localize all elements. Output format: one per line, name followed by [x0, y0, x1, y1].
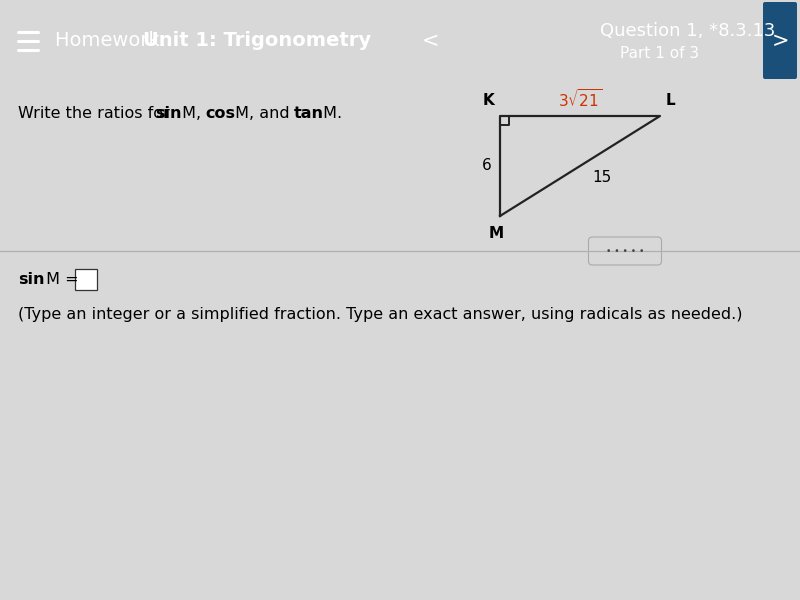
Text: M, and: M, and: [230, 106, 294, 121]
Text: K: K: [482, 93, 494, 108]
Text: M =: M =: [41, 271, 84, 286]
FancyBboxPatch shape: [763, 2, 797, 79]
Text: L: L: [666, 93, 676, 108]
Text: 6: 6: [482, 158, 492, 173]
Text: sin: sin: [155, 106, 182, 121]
Text: tan: tan: [294, 106, 324, 121]
FancyBboxPatch shape: [589, 237, 662, 265]
Text: Question 1, *8.3.13: Question 1, *8.3.13: [600, 22, 775, 40]
Text: cos: cos: [205, 106, 235, 121]
Text: M,: M,: [177, 106, 206, 121]
Text: M: M: [489, 226, 503, 241]
Text: Homework:: Homework:: [55, 31, 173, 50]
Text: >: >: [771, 31, 789, 50]
Text: (Type an integer or a simplified fraction. Type an exact answer, using radicals : (Type an integer or a simplified fractio…: [18, 307, 742, 322]
Text: 15: 15: [592, 170, 611, 185]
Text: Write the ratios for: Write the ratios for: [18, 106, 175, 121]
Text: $3\sqrt{21}$: $3\sqrt{21}$: [558, 88, 602, 110]
Text: • • • • •: • • • • •: [606, 247, 644, 256]
Text: Unit 1: Trigonometry: Unit 1: Trigonometry: [143, 31, 371, 50]
Text: sin: sin: [18, 271, 45, 286]
Text: <: <: [422, 31, 438, 50]
Text: M.: M.: [318, 106, 342, 121]
Bar: [75, 269, 97, 290]
Text: Part 1 of 3: Part 1 of 3: [620, 46, 699, 61]
